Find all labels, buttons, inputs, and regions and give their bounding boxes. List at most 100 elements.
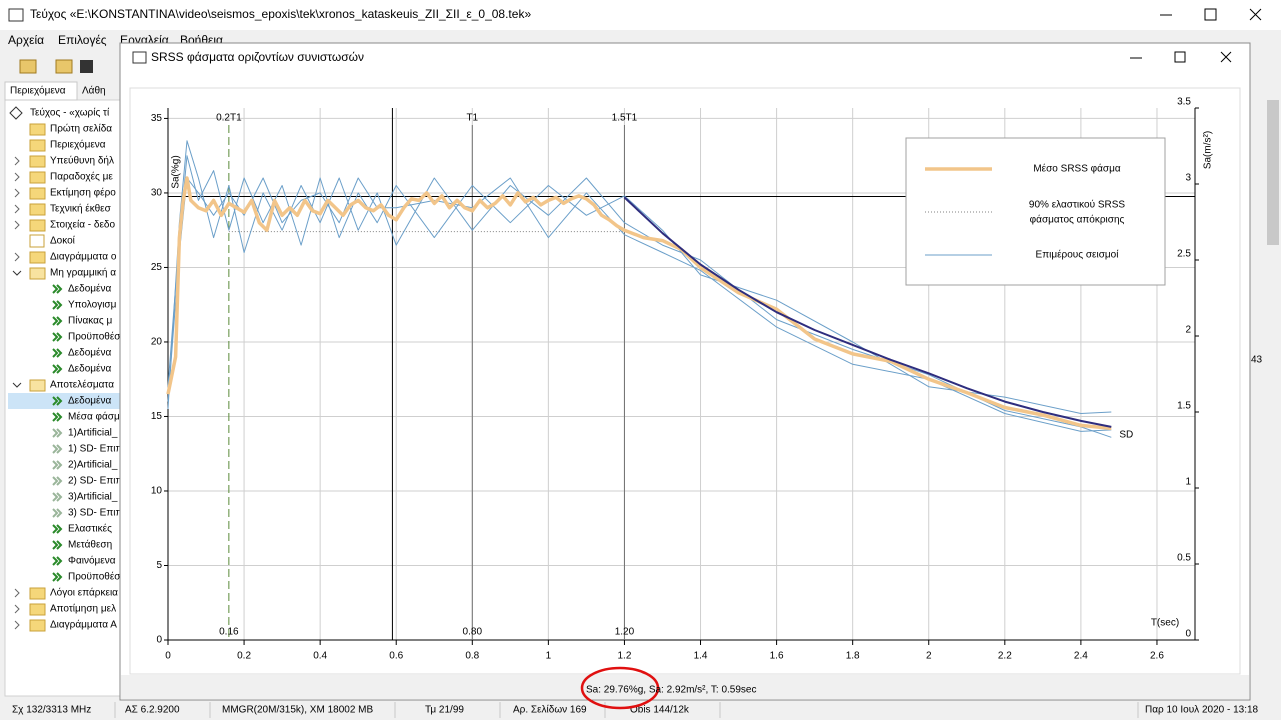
tree-item[interactable]: Ελαστικές xyxy=(68,523,112,535)
dialog-status: Sa: 29.76%g, Sa: 2.92m/s², T: 0.59sec xyxy=(586,685,756,696)
tree-item[interactable]: Αποτελέσματα xyxy=(50,379,114,391)
tree-item[interactable]: Μη γραμμική α xyxy=(50,267,116,279)
y-tick-label: 25 xyxy=(151,262,163,273)
x-tick-label: 2.6 xyxy=(1150,651,1164,662)
dialog: SRSS φάσματα οριζοντίων συνιστωσών Sa: 29… xyxy=(119,42,1251,710)
tree-item[interactable]: Εκτίμηση φέρο xyxy=(50,187,116,199)
tree-icon xyxy=(52,492,63,502)
title-bar xyxy=(0,0,1281,30)
tree-item[interactable]: Στοιχεία - δεδο xyxy=(50,219,115,231)
tree-item[interactable]: Προϋποθέσ xyxy=(68,571,121,583)
y-tick-label: 10 xyxy=(151,486,163,497)
x-tick-label: 2 xyxy=(926,651,932,662)
tree-icon xyxy=(52,460,63,470)
tree-item[interactable]: Πρώτη σελίδα xyxy=(50,123,112,135)
tree-item[interactable]: Τεχνική έκθεσ xyxy=(50,203,112,215)
dialog-title: SRSS φάσματα οριζοντίων συνιστωσών xyxy=(151,50,364,64)
y2-tick-label: 0 xyxy=(1185,629,1191,640)
dialog-maximize[interactable] xyxy=(1174,51,1186,63)
tree-toggle[interactable] xyxy=(14,220,20,230)
tree-item[interactable]: Παραδοχές με xyxy=(50,171,113,183)
y2-tick-label: 2 xyxy=(1185,325,1191,336)
tree-item[interactable]: 1) SD- Επιπ xyxy=(68,444,122,455)
tree-item[interactable]: Μέσα φάσμ xyxy=(68,411,120,423)
legend-label: φάσματος απόκρισης xyxy=(1030,214,1125,226)
highlight-circle xyxy=(580,666,660,710)
tree-toggle[interactable] xyxy=(12,382,22,388)
tree-item[interactable]: Τεύχος - «χωρίς τί xyxy=(30,107,110,119)
toolbar-open[interactable] xyxy=(19,59,37,74)
tree-item[interactable]: Δοκοί xyxy=(50,235,76,247)
tree-item[interactable]: 1)Artificial_ xyxy=(68,428,118,439)
tree-item[interactable]: Περιεχόμενα xyxy=(50,139,106,151)
tree-item[interactable]: Διαγράμματα Α xyxy=(50,619,117,631)
tree-toggle[interactable] xyxy=(14,620,20,630)
tree-icon xyxy=(29,203,46,216)
maximize-button[interactable] xyxy=(1204,8,1217,21)
tree-item[interactable]: Πίνακας μ xyxy=(68,315,112,327)
x-tick-label: 0.2 xyxy=(237,651,251,662)
tree-icon xyxy=(29,267,46,280)
tree-item[interactable]: Δεδομένα xyxy=(68,347,111,359)
tab[interactable]: Περιεχόμενα xyxy=(10,85,66,97)
tree-item[interactable]: 2) SD- Επιπ xyxy=(68,476,122,487)
menu-item[interactable]: Αρχεία xyxy=(8,33,44,47)
tree-item[interactable]: Προϋποθέσ xyxy=(68,331,121,343)
tree-icon xyxy=(29,619,46,632)
tree-toggle[interactable] xyxy=(14,604,20,614)
side-text: 43 xyxy=(1251,355,1263,366)
marker-name: 1.5T1 xyxy=(612,113,638,124)
tree-toggle[interactable] xyxy=(14,252,20,262)
tree-item[interactable]: Υπολογισμ xyxy=(68,300,117,311)
tree-item[interactable]: Δεδομένα xyxy=(68,283,111,295)
tree-item[interactable]: Λόγοι επάρκεια xyxy=(50,587,118,599)
toolbar-save[interactable] xyxy=(80,60,93,73)
tree-item[interactable]: Δεδομένα xyxy=(68,363,111,375)
tree-icon xyxy=(52,300,63,310)
tree-selection xyxy=(8,393,120,409)
x-axis-label: T(sec) xyxy=(1151,618,1179,629)
x-tick-label: 0 xyxy=(165,651,171,662)
marker-name: 0.2T1 xyxy=(216,113,242,124)
legend-label: Επιμέρους σεισμοί xyxy=(1036,249,1120,261)
series-line xyxy=(623,196,1112,428)
tree-item[interactable]: Υπεύθυνη δήλ xyxy=(50,155,114,167)
tab[interactable]: Λάθη xyxy=(82,85,106,97)
tree-icon xyxy=(52,508,63,518)
tree-icon xyxy=(52,444,63,454)
tree-item[interactable]: Αποτίμηση μελ xyxy=(50,603,116,615)
tree-item[interactable]: Διαγράμματα ο xyxy=(50,251,117,263)
dialog-close[interactable] xyxy=(1220,51,1232,63)
tree-item[interactable]: Μετάθεση xyxy=(68,539,112,551)
tree-toggle[interactable] xyxy=(14,588,20,598)
status-item: ΑΣ 6.2.9200 xyxy=(125,705,180,716)
tree-item[interactable]: Φαινόμενα xyxy=(68,555,116,567)
scrollbar-thumb[interactable] xyxy=(1267,100,1279,245)
close-button[interactable] xyxy=(1249,8,1262,21)
tree-icon xyxy=(52,524,63,534)
tree-icon xyxy=(29,234,45,248)
series-end-label: SD xyxy=(1119,430,1133,441)
x-tick-label: 1 xyxy=(546,651,552,662)
tree-icon xyxy=(29,187,46,200)
app-icon xyxy=(8,8,24,22)
tree-toggle[interactable] xyxy=(14,156,20,166)
tree-item[interactable]: 3)Artificial_ xyxy=(68,492,118,503)
tree-item[interactable]: 3) SD- Επιπ xyxy=(68,508,122,519)
y2-tick-label: 0.5 xyxy=(1177,553,1191,564)
tree-toggle[interactable] xyxy=(14,204,20,214)
toolbar-folder[interactable] xyxy=(55,59,73,74)
y-tick-label: 20 xyxy=(151,337,163,348)
tree-item[interactable]: Δεδομένα xyxy=(68,395,111,407)
tree-icon xyxy=(52,316,63,326)
tree-item[interactable]: 2)Artificial_ xyxy=(68,460,118,471)
tree-icon xyxy=(29,155,46,168)
menu-item[interactable]: Επιλογές xyxy=(58,33,107,47)
dialog-status-strip xyxy=(121,675,1249,699)
tree-toggle[interactable] xyxy=(12,270,22,276)
status-item: Τμ 21/99 xyxy=(425,705,464,716)
tree-toggle[interactable] xyxy=(14,188,20,198)
tree-toggle[interactable] xyxy=(14,172,20,182)
